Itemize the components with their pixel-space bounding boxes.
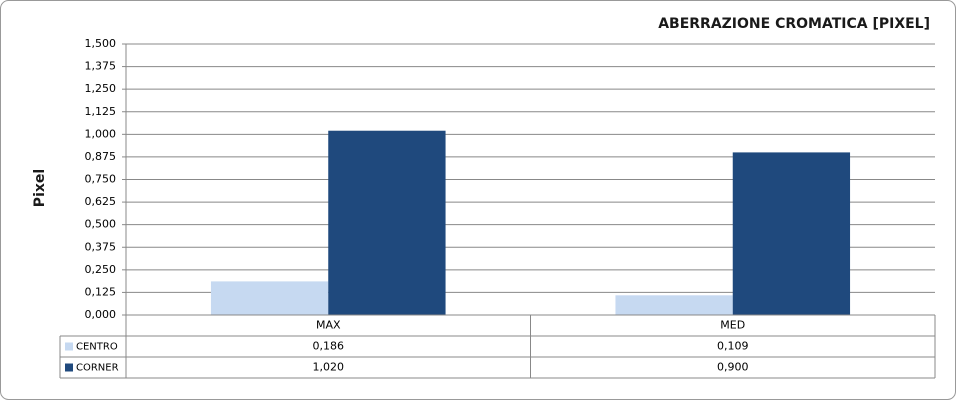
legend-label: CORNER [76,363,119,374]
y-tick-label: 0,500 [85,218,117,231]
legend-key [65,342,73,351]
y-tick-label: 0,125 [85,285,117,298]
bar [615,295,733,315]
x-tick-label: MAX [316,319,341,332]
y-tick-label: 0,625 [85,195,117,208]
y-tick-label: 0,750 [85,173,117,186]
table-value: 0,900 [717,361,749,374]
y-tick-label: 0,250 [85,263,117,276]
y-tick-label: 0,875 [85,150,117,163]
y-axis-title: Pixel [32,169,48,207]
legend-label: CENTRO [76,342,118,353]
y-tick-label: 1,000 [85,127,117,140]
table-value: 0,186 [313,340,345,353]
bar [210,281,329,315]
y-tick-label: 1,125 [85,105,117,118]
y-tick-label: 0,375 [85,240,117,253]
y-tick-label: 1,250 [85,82,117,95]
y-tick-label: 1,375 [85,60,117,73]
y-tick-label: 1,500 [85,37,117,50]
y-tick-label: 0,000 [85,308,117,321]
chart-title: ABERRAZIONE CROMATICA [PIXEL] [658,16,930,32]
x-tick-label: MED [720,319,745,332]
table-value: 0,109 [717,340,749,353]
legend-key [65,363,73,372]
table-value: 1,020 [313,361,345,374]
bar [328,130,446,315]
bar [732,152,851,315]
